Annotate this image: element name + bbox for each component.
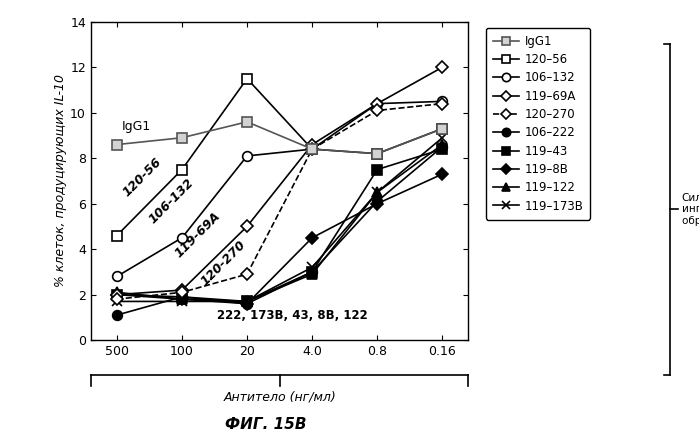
Text: 222, 173В, 43, 8В, 122: 222, 173В, 43, 8В, 122 (217, 309, 368, 322)
Legend: IgG1, 120–56, 106–132, 119–69A, 120–270, 106–222, 119–43, 119–8B, 119–122, 119–1: IgG1, 120–56, 106–132, 119–69A, 120–270,… (486, 28, 591, 220)
Text: Сильные
ингибиторы
образования Tr1: Сильные ингибиторы образования Tr1 (682, 193, 699, 226)
Text: 106-132: 106-132 (146, 177, 196, 226)
Y-axis label: % клеток, продуцирующих IL-10: % клеток, продуцирующих IL-10 (55, 75, 67, 287)
Text: IgG1: IgG1 (122, 120, 152, 133)
Text: Антитело (нг/мл): Антитело (нг/мл) (223, 390, 336, 403)
Text: 120-56: 120-56 (120, 155, 164, 199)
Text: ФИГ. 15В: ФИГ. 15В (225, 417, 306, 432)
Text: 119-69A: 119-69A (172, 210, 223, 261)
Text: 120-270: 120-270 (199, 238, 248, 288)
